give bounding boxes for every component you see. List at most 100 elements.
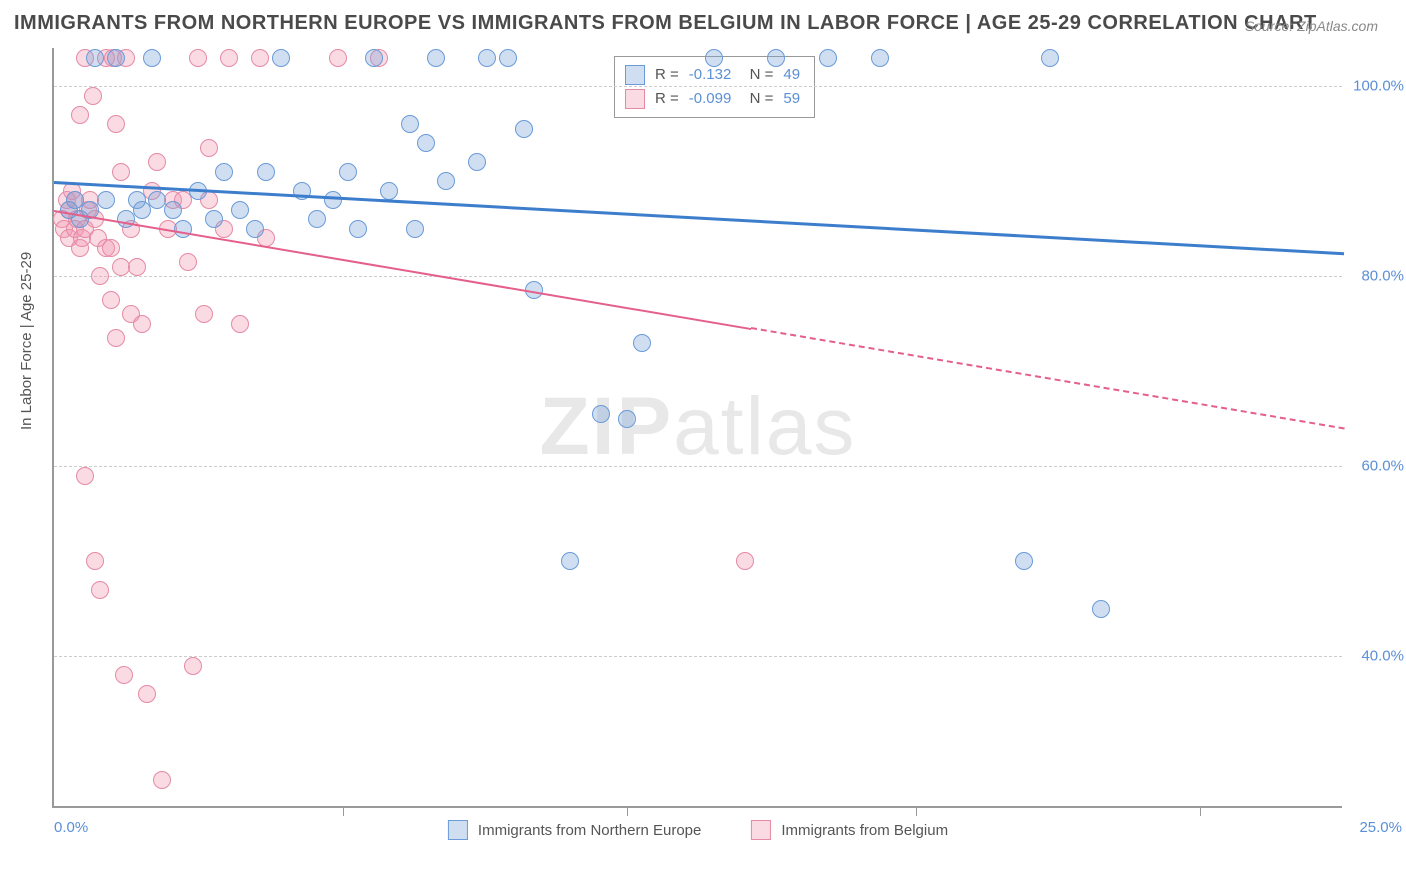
legend-r-blue: -0.132 [689,63,732,87]
x-tick [916,806,917,816]
gridline-h [54,276,1342,277]
data-point-pink [148,153,166,171]
data-point-blue [380,182,398,200]
data-point-blue [618,410,636,428]
y-tick-label: 100.0% [1353,78,1404,95]
data-point-pink [102,291,120,309]
data-point-blue [819,49,837,67]
series-legend-blue: Immigrants from Northern Europe [448,820,701,840]
legend-n-label: N = [741,63,773,87]
data-point-blue [406,220,424,238]
series-legend: Immigrants from Northern Europe Immigran… [448,820,948,840]
data-point-blue [417,134,435,152]
data-point-pink [91,581,109,599]
data-point-pink [179,253,197,271]
data-point-pink [133,315,151,333]
legend-r-label: R = [655,87,679,111]
trend-line-pink [54,210,751,330]
data-point-blue [427,49,445,67]
data-point-pink [76,467,94,485]
watermark-light: atlas [673,381,856,472]
data-point-pink [86,552,104,570]
chart-plot-area: ZIPatlas R = -0.132 N = 49 R = -0.099 N … [52,48,1342,808]
gridline-h [54,656,1342,657]
series-label-pink: Immigrants from Belgium [781,822,948,839]
data-point-blue [107,49,125,67]
data-point-blue [365,49,383,67]
data-point-blue [468,153,486,171]
x-tick [343,806,344,816]
data-point-pink [184,657,202,675]
legend-r-pink: -0.099 [689,87,732,111]
data-point-blue [349,220,367,238]
data-point-blue [231,201,249,219]
data-point-blue [324,191,342,209]
data-point-blue [308,210,326,228]
legend-swatch-pink [625,89,645,109]
data-point-pink [138,685,156,703]
data-point-pink [195,305,213,323]
data-point-blue [1015,552,1033,570]
x-tick [627,806,628,816]
x-tick-label: 0.0% [54,819,88,836]
data-point-pink [91,267,109,285]
data-point-blue [257,163,275,181]
source-label: Source: ZipAtlas.com [1245,18,1378,34]
data-point-pink [102,239,120,257]
legend-n-label: N = [741,87,773,111]
data-point-blue [592,405,610,423]
data-point-blue [499,49,517,67]
legend-row-blue: R = -0.132 N = 49 [625,63,800,87]
data-point-pink [329,49,347,67]
legend-r-label: R = [655,63,679,87]
data-point-blue [515,120,533,138]
gridline-h [54,86,1342,87]
data-point-pink [153,771,171,789]
data-point-pink [115,666,133,684]
data-point-pink [112,163,130,181]
data-point-blue [86,49,104,67]
watermark: ZIPatlas [540,380,857,474]
data-point-pink [71,106,89,124]
watermark-bold: ZIP [540,381,674,472]
data-point-blue [215,163,233,181]
data-point-blue [633,334,651,352]
data-point-blue [246,220,264,238]
legend-row-pink: R = -0.099 N = 59 [625,87,800,111]
data-point-blue [97,191,115,209]
legend-swatch-blue [625,65,645,85]
data-point-blue [339,163,357,181]
data-point-blue [401,115,419,133]
data-point-pink [128,258,146,276]
series-legend-pink: Immigrants from Belgium [751,820,948,840]
data-point-pink [231,315,249,333]
data-point-pink [736,552,754,570]
x-tick [1200,806,1201,816]
data-point-pink [251,49,269,67]
data-point-blue [1041,49,1059,67]
data-point-blue [437,172,455,190]
legend-n-blue: 49 [783,63,800,87]
y-tick-label: 40.0% [1361,648,1404,665]
trend-line-pink-dashed [750,327,1344,429]
data-point-blue [1092,600,1110,618]
y-axis-title: In Labor Force | Age 25-29 [18,252,35,430]
y-tick-label: 80.0% [1361,268,1404,285]
y-tick-label: 60.0% [1361,458,1404,475]
legend-swatch-pink-icon [751,820,771,840]
x-tick-label: 25.0% [1359,819,1402,836]
legend-n-pink: 59 [783,87,800,111]
series-label-blue: Immigrants from Northern Europe [478,822,701,839]
data-point-pink [220,49,238,67]
data-point-blue [205,210,223,228]
data-point-blue [705,49,723,67]
data-point-pink [189,49,207,67]
data-point-blue [272,49,290,67]
data-point-pink [107,115,125,133]
legend-swatch-blue-icon [448,820,468,840]
data-point-pink [107,329,125,347]
data-point-blue [767,49,785,67]
gridline-h [54,466,1342,467]
data-point-pink [84,87,102,105]
data-point-blue [478,49,496,67]
